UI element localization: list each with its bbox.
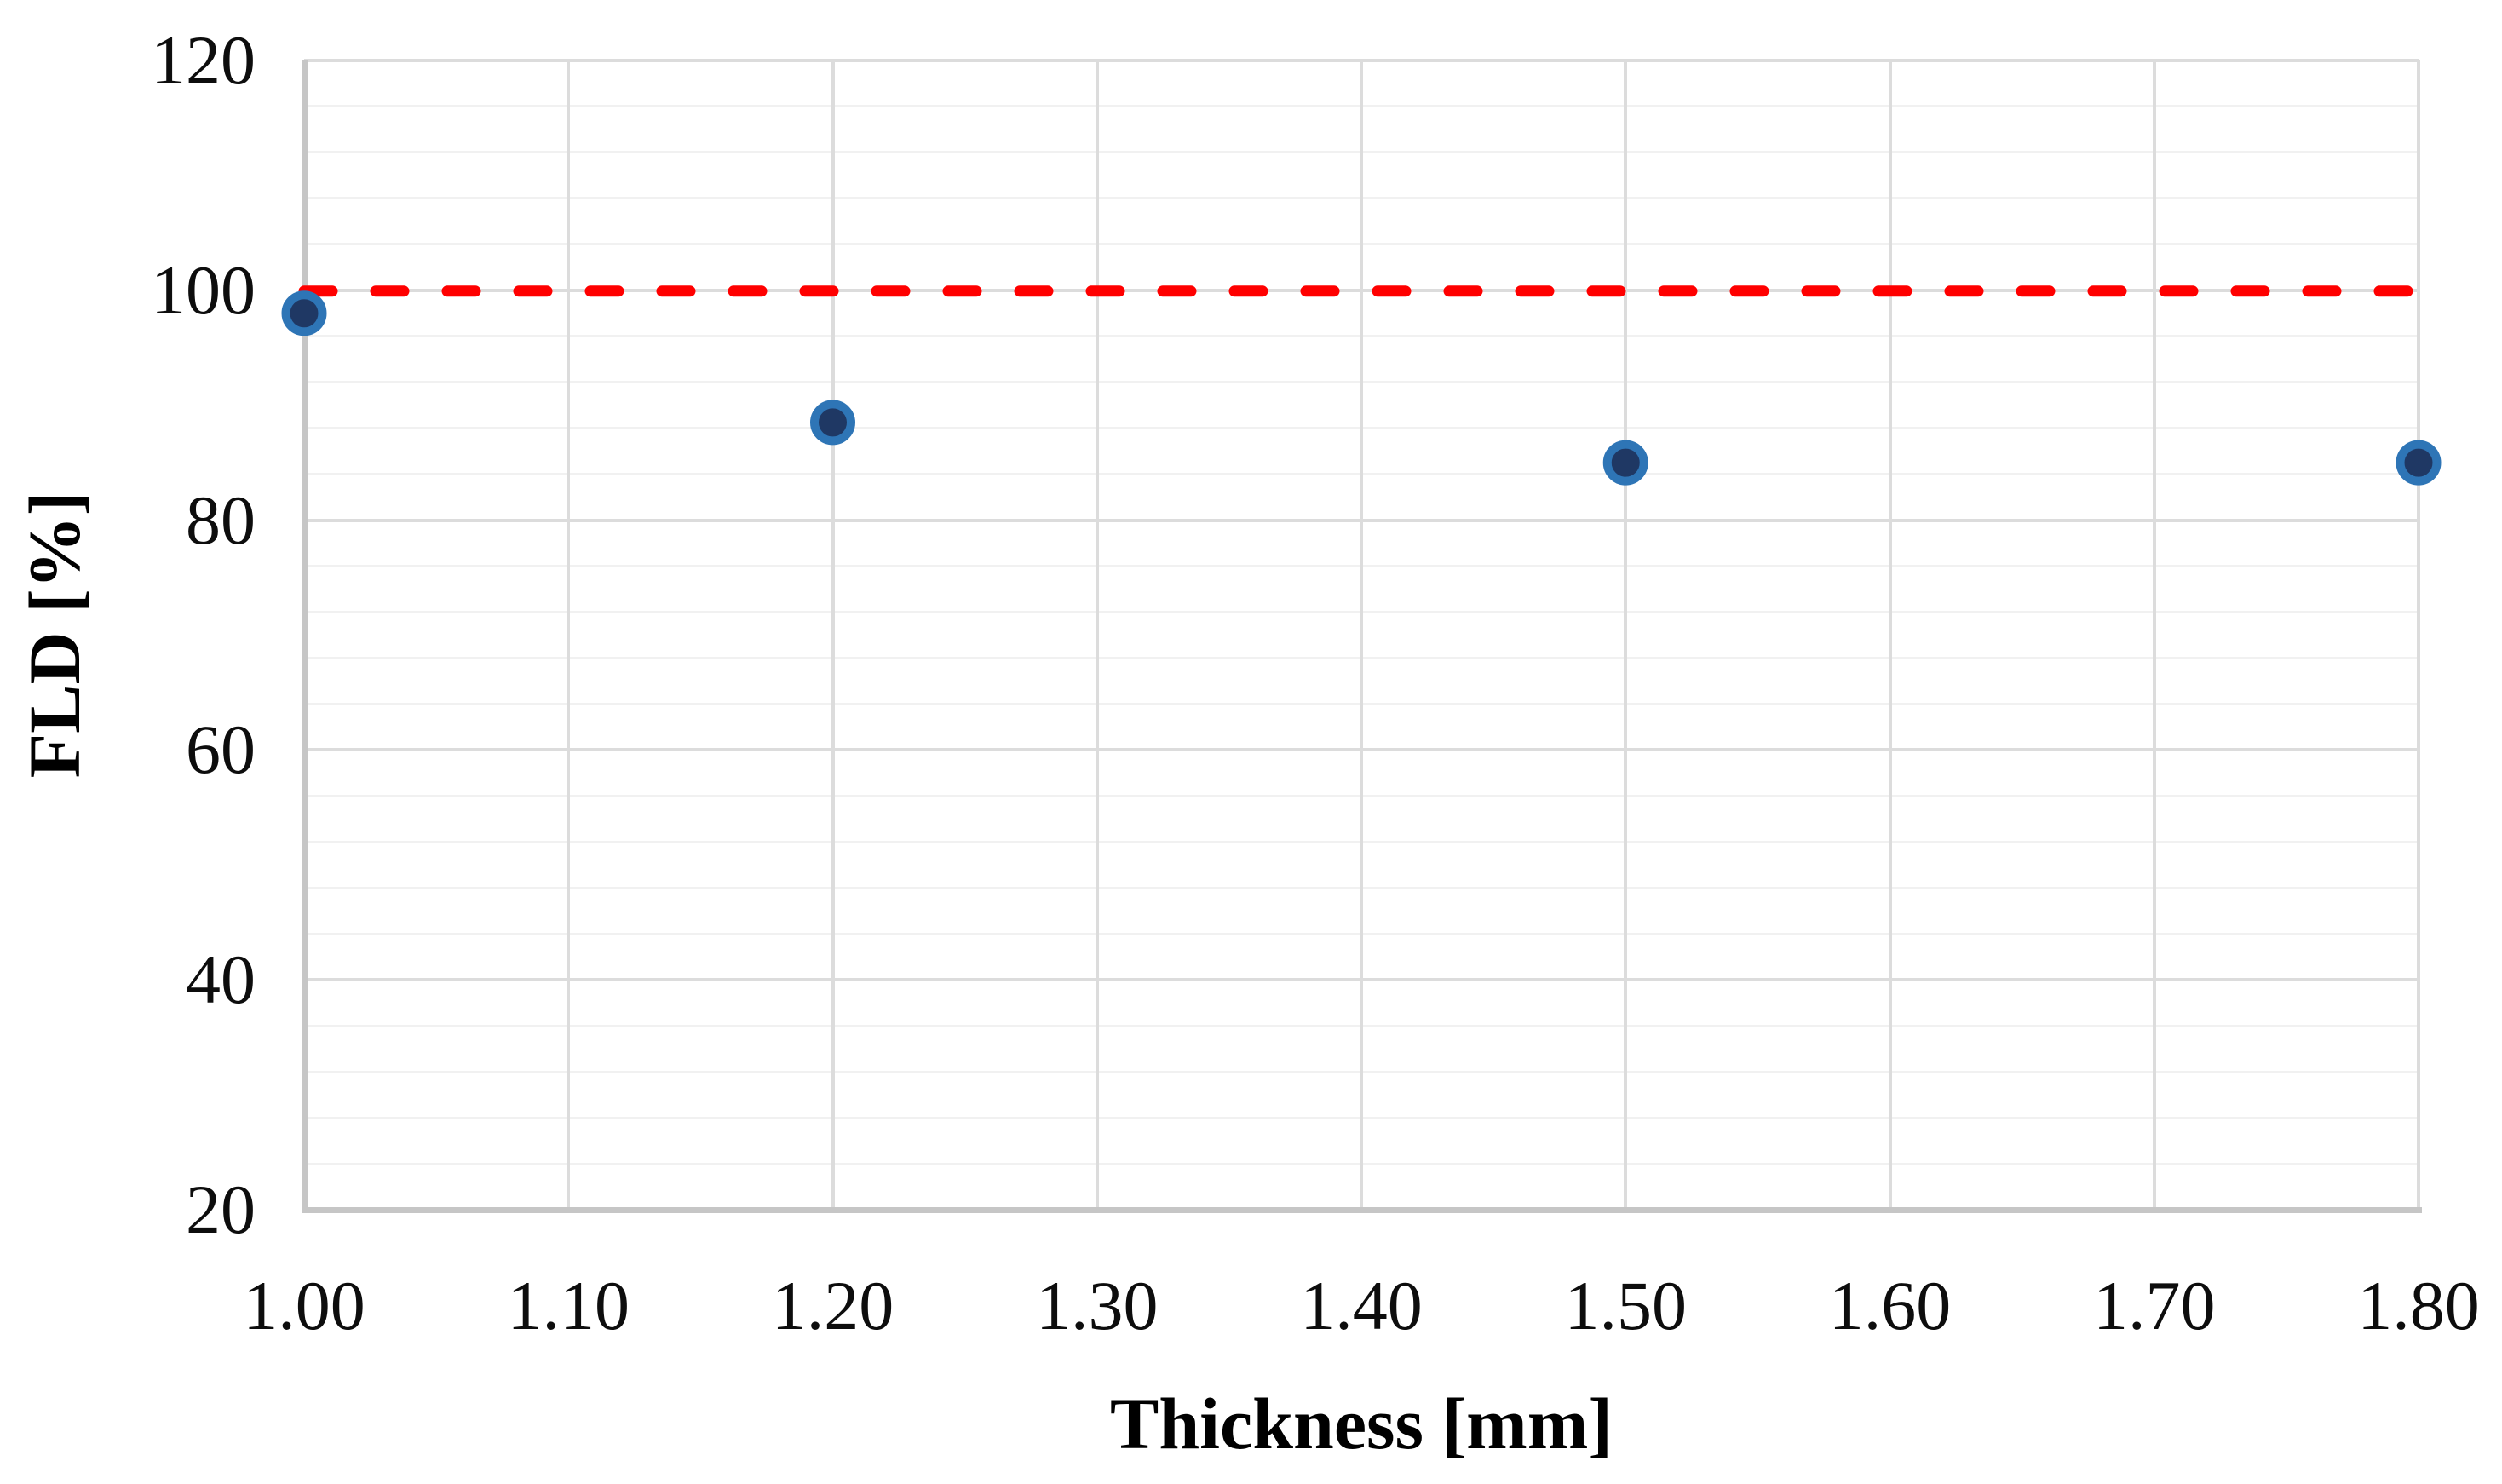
y-tick-label: 100 [151,250,256,329]
y-tick-label: 20 [186,1171,256,1248]
x-tick-label: 1.20 [771,1267,894,1344]
major-gridline-vertical [1624,60,1628,1210]
y-tick-label: 120 [151,21,256,99]
major-gridline-vertical [567,60,571,1210]
x-tick-label: 1.70 [2093,1267,2216,1344]
x-tick-label: 1.60 [1828,1267,1952,1344]
x-tick-label: 1.00 [243,1267,365,1344]
x-axis-line [301,1206,2422,1213]
y-axis-line [301,60,308,1213]
plot-area [301,59,2422,1213]
y-tick-label: 80 [186,480,256,559]
x-axis-title: Thickness [mm] [1109,1383,1613,1464]
major-gridline-vertical [1360,60,1363,1210]
major-gridline-vertical [2417,60,2420,1210]
major-gridline-vertical [1888,60,1892,1210]
y-axis-title: FLD [%] [14,491,95,779]
x-tick-label: 1.30 [1036,1267,1159,1344]
major-gridline-vertical [2152,60,2156,1210]
y-tick-label: 40 [186,940,256,1019]
x-tick-label: 1.50 [1564,1267,1688,1344]
y-tick-label: 60 [186,710,256,789]
x-tick-label: 1.10 [507,1267,630,1344]
x-tick-label: 1.40 [1300,1267,1423,1344]
major-gridline-vertical [1095,60,1099,1210]
major-gridline-vertical [831,60,835,1210]
x-tick-label: 1.80 [2357,1267,2480,1344]
